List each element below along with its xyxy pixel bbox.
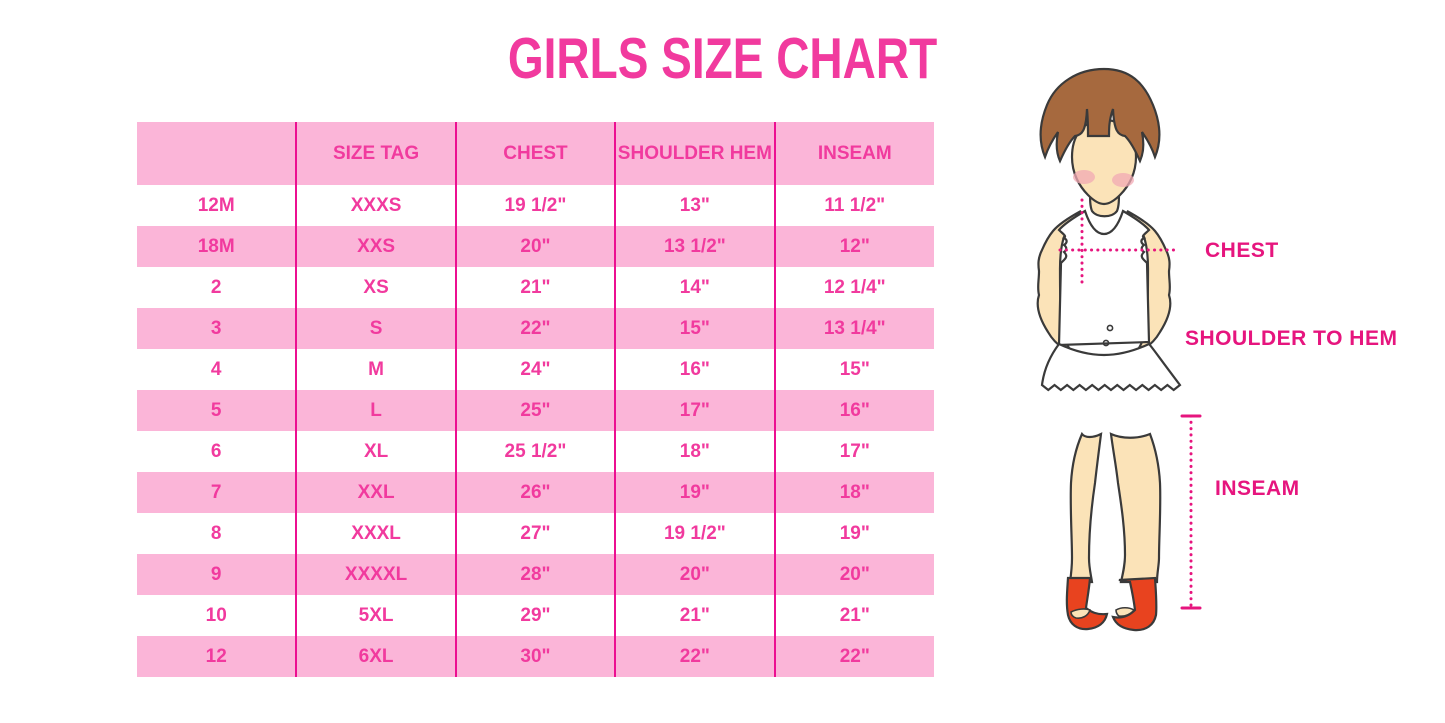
svg-text:INSEAM: INSEAM	[1215, 477, 1300, 500]
svg-text:SHOULDER TO HEM: SHOULDER TO HEM	[1185, 327, 1397, 350]
svg-text:CHEST: CHEST	[1205, 239, 1279, 262]
